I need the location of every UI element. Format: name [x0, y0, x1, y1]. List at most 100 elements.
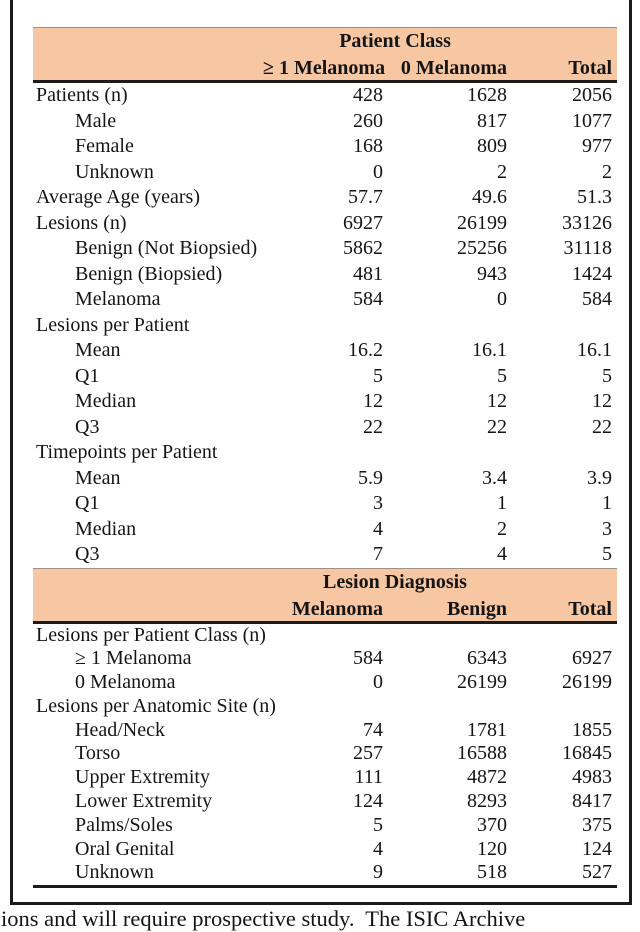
cell-value: 22 [363, 415, 383, 438]
row-label: Melanoma [75, 288, 161, 310]
row-label: Benign (Biopsied) [75, 262, 223, 285]
cell-value: 6343 [467, 647, 507, 670]
cell-value: 22 [592, 415, 613, 438]
row-label: Lesions (n) [36, 211, 127, 234]
table-row: Q1 3 1 1 [33, 491, 617, 517]
cell-value: 5.9 [358, 466, 383, 489]
table-row: Unknown 9 518 527 [33, 861, 617, 889]
row-label: Lesions per Anatomic Site (n) [36, 694, 276, 717]
table-row: Lesions per Anatomic Site (n) [33, 695, 617, 719]
table-row: Average Age (years) 57.7 49.6 51.3 [33, 185, 617, 211]
cell-value: 370 [477, 813, 507, 836]
cell-value: 257 [353, 742, 383, 765]
row-label: Mean [75, 466, 121, 489]
cell-value: 12 [363, 390, 383, 412]
row-label: Patients (n) [36, 84, 128, 106]
row-label: Median [75, 390, 137, 412]
cell-value: 809 [477, 135, 507, 157]
cell-value: 260 [353, 109, 383, 132]
cell-value: 817 [477, 109, 507, 132]
row-label: Oral Genital [75, 837, 175, 860]
cell-value: 26199 [562, 671, 612, 694]
table-row: Mean 5.9 3.4 3.9 [33, 466, 617, 492]
cell-value: 26199 [457, 671, 507, 694]
cell-value: 2 [497, 160, 507, 183]
cell-value: 3 [602, 517, 613, 540]
table-row: Mean 16.2 16.1 16.1 [33, 338, 617, 364]
column-header-empty [33, 55, 263, 83]
cell-value: 4 [497, 543, 507, 565]
row-label: Q3 [75, 415, 100, 438]
row-label: Q3 [75, 543, 100, 565]
cell-value [383, 695, 507, 719]
table-row: Benign (Not Biopsied) 5862 25256 31118 [33, 236, 617, 262]
cell-value [383, 313, 507, 339]
table-row: Lower Extremity 124 8293 8417 [33, 790, 617, 814]
cell-value: 1628 [467, 84, 507, 106]
cell-value: 7 [373, 543, 383, 565]
cell-value: 12 [592, 390, 613, 412]
table-row: Q3 7 4 5 [33, 542, 617, 568]
cell-value: 0 [373, 671, 383, 694]
cell-value: 1077 [572, 109, 613, 132]
table-row: Torso 257 16588 16845 [33, 742, 617, 766]
table-row: Palms/Soles 5 370 375 [33, 814, 617, 838]
cell-value: 4 [373, 837, 383, 860]
row-label: ≥ 1 Melanoma [75, 647, 192, 670]
table-row: Q1 5 5 5 [33, 364, 617, 390]
table-title: Lesion Diagnosis [33, 567, 617, 596]
data-table-1: Patient Class ≥ 1 Melanoma 0 Melanoma Total… [33, 27, 618, 568]
data-table-2: Lesion Diagnosis Melanoma Benign Total Lesio… [33, 567, 617, 889]
row-label: Unknown [75, 160, 154, 183]
table-row: Q3 22 22 22 [33, 415, 617, 441]
cell-value [507, 622, 617, 647]
row-label: Lower Extremity [75, 790, 213, 813]
cell-value: 5 [602, 364, 613, 387]
cell-value: 584 [353, 288, 383, 310]
cell-value: 168 [353, 135, 383, 157]
cell-value: 9 [263, 861, 383, 889]
row-label: Q1 [75, 492, 100, 514]
cell-value: 124 [353, 790, 383, 813]
cell-value: 527 [507, 861, 617, 889]
cell-value: 0 [497, 288, 507, 310]
cell-value: 4872 [467, 766, 507, 789]
table-row: Median 12 12 12 [33, 389, 617, 415]
row-label: Upper Extremity [75, 766, 210, 789]
cell-value: 16588 [457, 742, 507, 765]
cell-value [383, 622, 507, 647]
cell-value: 16.1 [577, 339, 613, 361]
cell-value: 1781 [467, 718, 507, 741]
row-label: Male [75, 109, 117, 132]
column-header: Melanoma [263, 595, 383, 624]
column-header-empty [33, 595, 263, 624]
cell-value: 120 [477, 837, 507, 860]
table-row: 0 Melanoma 0 26199 26199 [33, 671, 617, 695]
cell-value: 3 [373, 492, 383, 514]
cell-value: 5 [602, 543, 613, 565]
row-label: Q1 [75, 364, 100, 387]
table-row: Melanoma 584 0 584 [33, 287, 617, 313]
cell-value: 1855 [572, 718, 612, 741]
cell-value: 111 [354, 766, 383, 789]
row-label: Median [75, 517, 137, 540]
cell-value: 6927 [572, 647, 612, 670]
cell-value: 1 [497, 492, 507, 514]
cell-value [507, 313, 617, 339]
table-row: Median 4 2 3 [33, 517, 617, 543]
table-row: Lesions per Patient [33, 313, 617, 339]
cell-value: 8293 [467, 790, 507, 813]
figure-border-frame [10, 0, 632, 905]
cell-value: 481 [353, 262, 383, 285]
body-text-fragment: ions and will require prospective study.… [1, 906, 526, 931]
cell-value: 124 [582, 837, 612, 860]
cell-value: 5 [373, 813, 383, 836]
row-label: Female [75, 135, 134, 157]
cell-value: 5862 [343, 237, 383, 259]
cell-value: 2056 [572, 84, 613, 106]
cell-value: 74 [363, 718, 383, 741]
cell-value: 16.1 [472, 339, 507, 361]
cell-value: 428 [353, 84, 383, 106]
table-row: Patients (n) 428 1628 2056 [33, 82, 617, 109]
table-row: Upper Extremity 111 4872 4983 [33, 766, 617, 790]
